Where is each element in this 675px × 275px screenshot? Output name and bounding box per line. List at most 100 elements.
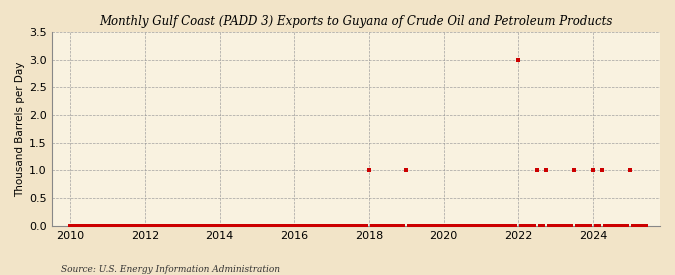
Point [183, 224, 194, 228]
Point [165, 224, 176, 228]
Point [593, 224, 604, 228]
Point [236, 224, 247, 228]
Point [283, 224, 294, 228]
Point [267, 224, 278, 228]
Point [610, 224, 620, 228]
Point [578, 224, 589, 228]
Point [395, 224, 406, 228]
Point [541, 168, 551, 173]
Point [460, 224, 470, 228]
Point [432, 224, 443, 228]
Point [370, 224, 381, 228]
Point [208, 224, 219, 228]
Point [277, 224, 288, 228]
Point [376, 224, 387, 228]
Point [314, 224, 325, 228]
Point [351, 224, 362, 228]
Point [585, 224, 595, 228]
Point [426, 224, 437, 228]
Y-axis label: Thousand Barrels per Day: Thousand Barrels per Day [15, 61, 25, 197]
Point [115, 224, 126, 228]
Point [379, 224, 390, 228]
Point [130, 224, 141, 228]
Point [252, 224, 263, 228]
Point [357, 224, 368, 228]
Point [441, 224, 452, 228]
Point [295, 224, 306, 228]
Point [385, 224, 396, 228]
Point [494, 224, 505, 228]
Point [469, 224, 480, 228]
Point [279, 224, 290, 228]
Point [634, 224, 645, 228]
Point [597, 168, 608, 173]
Point [177, 224, 188, 228]
Point [205, 224, 216, 228]
Point [72, 224, 82, 228]
Point [161, 224, 172, 228]
Point [78, 224, 88, 228]
Point [74, 224, 85, 228]
Point [96, 224, 107, 228]
Point [152, 224, 163, 228]
Point [339, 224, 350, 228]
Point [641, 224, 651, 228]
Point [550, 224, 561, 228]
Point [103, 224, 113, 228]
Point [258, 224, 269, 228]
Point [423, 224, 433, 228]
Point [186, 224, 197, 228]
Point [591, 224, 601, 228]
Point [68, 224, 79, 228]
Point [342, 224, 352, 228]
Point [491, 224, 502, 228]
Point [519, 224, 530, 228]
Point [242, 224, 253, 228]
Point [174, 224, 185, 228]
Point [171, 224, 182, 228]
Point [80, 224, 91, 228]
Point [463, 224, 474, 228]
Point [192, 224, 203, 228]
Point [223, 224, 234, 228]
Point [217, 224, 228, 228]
Point [167, 224, 178, 228]
Point [335, 224, 346, 228]
Point [572, 224, 583, 228]
Point [466, 224, 477, 228]
Point [264, 224, 275, 228]
Point [289, 224, 300, 228]
Point [435, 224, 446, 228]
Point [329, 224, 340, 228]
Point [310, 224, 321, 228]
Point [261, 224, 272, 228]
Point [140, 224, 151, 228]
Point [560, 224, 570, 228]
Point [488, 224, 499, 228]
Point [475, 224, 486, 228]
Point [286, 224, 296, 228]
Point [525, 224, 536, 228]
Point [628, 224, 639, 228]
Point [547, 224, 558, 228]
Point [214, 224, 225, 228]
Point [118, 224, 129, 228]
Point [420, 224, 431, 228]
Point [146, 224, 157, 228]
Point [326, 224, 337, 228]
Point [373, 224, 383, 228]
Point [190, 224, 200, 228]
Point [124, 224, 135, 228]
Point [510, 224, 520, 228]
Point [388, 224, 399, 228]
Point [348, 224, 359, 228]
Point [246, 224, 256, 228]
Point [121, 224, 132, 228]
Point [180, 224, 191, 228]
Point [497, 224, 508, 228]
Point [504, 224, 514, 228]
Point [392, 224, 402, 228]
Point [566, 224, 576, 228]
Point [535, 224, 545, 228]
Point [413, 224, 424, 228]
